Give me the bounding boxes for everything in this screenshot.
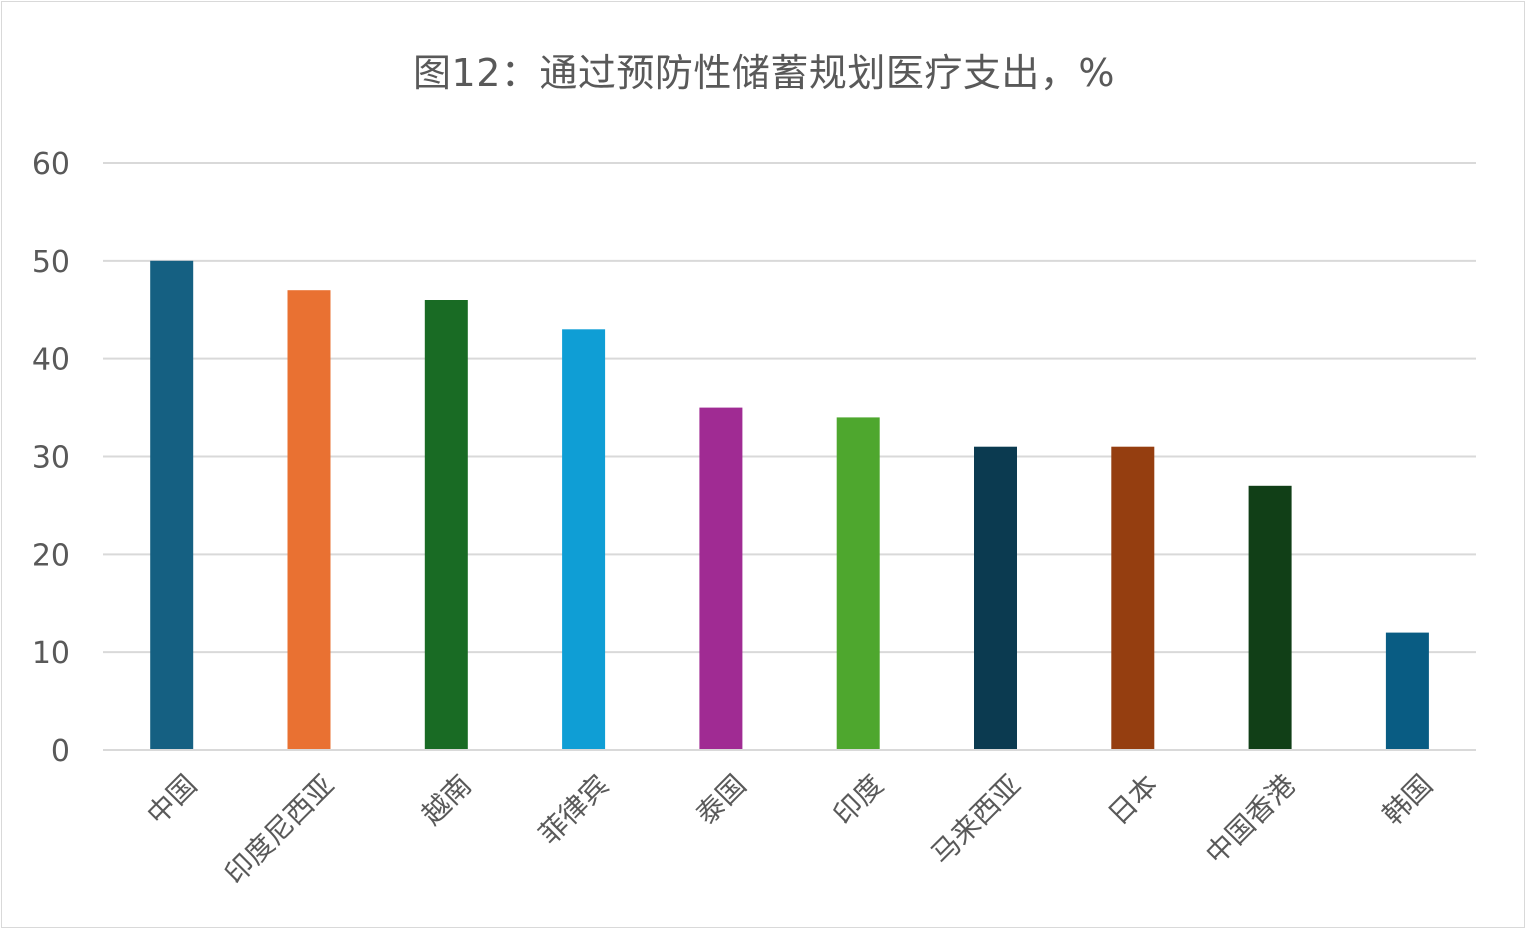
- y-tick-label: 0: [51, 734, 70, 769]
- category-label-5: 印度: [827, 768, 890, 831]
- category-label-4: 泰国: [690, 768, 753, 831]
- bar-7: [1111, 446, 1155, 750]
- bar-9: [1385, 632, 1429, 750]
- category-labels: 中国 印度尼西亚 越南 菲律宾 泰国 印度 马来西亚 日本 中国香港 韩国: [140, 768, 1439, 890]
- bar-1: [287, 290, 331, 750]
- bar-0: [150, 260, 194, 750]
- bar-2: [424, 300, 468, 750]
- category-label-9: 韩国: [1376, 768, 1439, 831]
- gridlines: [103, 162, 1476, 654]
- bar-6: [974, 446, 1017, 750]
- category-label-3: 菲律宾: [532, 768, 615, 851]
- y-tick-label: 60: [32, 147, 70, 182]
- bar-3: [562, 329, 606, 750]
- chart-title: 图12：通过预防性储蓄规划医疗支出，%: [413, 51, 1115, 95]
- y-tick-label: 20: [32, 538, 70, 573]
- bar-8: [1248, 485, 1292, 750]
- y-axis-ticks: 0 10 20 30 40 50 60: [32, 147, 70, 769]
- y-tick-label: 30: [32, 441, 70, 476]
- y-tick-label: 40: [32, 343, 70, 378]
- y-tick-label: 50: [32, 245, 70, 280]
- category-label-8: 中国香港: [1199, 768, 1302, 871]
- category-label-7: 日本: [1101, 768, 1164, 831]
- y-tick-label: 10: [32, 636, 70, 671]
- bar-5: [836, 417, 880, 750]
- category-label-6: 马来西亚: [925, 768, 1028, 871]
- category-label-2: 越南: [415, 768, 478, 831]
- bar-4: [699, 407, 743, 750]
- category-label-1: 印度尼西亚: [218, 768, 340, 890]
- bars: [150, 260, 1429, 750]
- category-label-0: 中国: [140, 768, 203, 831]
